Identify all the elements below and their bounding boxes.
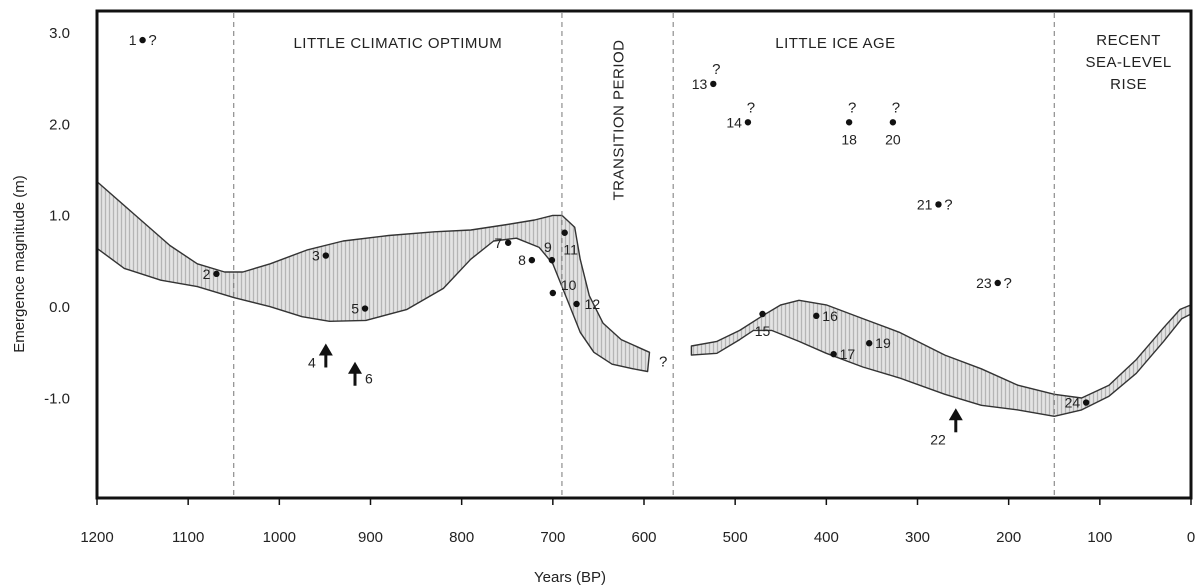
plot-frame [95, 9, 1193, 500]
x-tick-label: 900 [358, 529, 383, 546]
x-tick-label: 1200 [80, 529, 113, 546]
uncertain-marker: ? [148, 32, 156, 49]
data-point-3 [322, 252, 330, 259]
uncertain-marker: ? [1004, 275, 1012, 292]
data-point-label-9: 9 [544, 239, 552, 255]
gap-question-marker: ? [659, 353, 667, 370]
data-point-label-12: 12 [585, 296, 601, 312]
period-label-transition: TRANSITION PERIOD [611, 39, 628, 200]
x-tick-label: 400 [814, 529, 839, 546]
x-tick-label: 1000 [263, 529, 296, 546]
data-point-label-2: 2 [203, 266, 211, 282]
data-point-7 [504, 239, 512, 246]
data-point-20 [889, 119, 897, 126]
data-point-13 [710, 80, 717, 88]
data-point-14 [744, 119, 752, 126]
data-point-label-14: 14 [726, 114, 742, 130]
data-point-17 [830, 350, 837, 358]
data-arrows: 4 6 22? [308, 343, 963, 447]
data-point-label-11: 11 [563, 242, 578, 258]
arrow-label-6: 6 [365, 371, 373, 387]
y-tick-label: 0.0 [49, 299, 70, 316]
data-point-label-18: 18 [841, 131, 857, 147]
data-point-label-24: 24 [1065, 395, 1081, 411]
y-axis-ticks: 3.0 2.0 1.0 0.0 -1.0 [44, 25, 70, 407]
x-tick-label: 1100 [172, 529, 204, 546]
data-point-label-7: 7 [494, 235, 502, 251]
uncertain-marker: ? [892, 99, 900, 116]
period-label-line: RECENT [1096, 32, 1161, 49]
data-point-label-3: 3 [312, 248, 320, 264]
arrow-head-4 [318, 343, 333, 356]
x-tick-label: 700 [540, 529, 565, 546]
data-point-12 [573, 300, 580, 308]
x-tick-label: 500 [723, 529, 748, 546]
data-point-label-10: 10 [561, 277, 577, 293]
data-point-15 [759, 310, 766, 318]
data-point-11 [561, 229, 568, 236]
period-label-line: SEA-LEVEL [1086, 54, 1172, 71]
data-point-19 [865, 340, 873, 347]
data-point-2 [213, 270, 220, 278]
x-axis-label: Years (BP) [534, 569, 606, 586]
data-point-label-17: 17 [840, 346, 856, 362]
uncertain-marker: ? [848, 99, 856, 116]
y-tick-label: -1.0 [44, 390, 70, 407]
data-point-5 [361, 305, 369, 312]
data-point-label-5: 5 [351, 301, 359, 317]
x-tick-label: 600 [631, 529, 656, 546]
arrow-head-6 [348, 361, 363, 374]
data-point-23 [994, 279, 1001, 287]
x-tick-label: 300 [905, 529, 930, 546]
data-point-9 [548, 256, 556, 264]
period-label-2: LITTLE ICE AGE [775, 35, 895, 52]
data-point-label-1: 1 [129, 32, 137, 48]
period-label-line: RISE [1110, 76, 1147, 93]
data-point-16 [813, 312, 820, 320]
data-point-21 [935, 201, 942, 208]
data-point-label-8: 8 [518, 252, 526, 268]
confidence-band-1 [96, 180, 651, 373]
x-tick-label: 200 [996, 529, 1021, 546]
x-tick-label: 800 [449, 529, 474, 546]
period-label-0: LITTLE CLIMATIC OPTIMUM [293, 35, 502, 52]
arrow-label-22: 22 [930, 431, 946, 447]
y-axis-label: Emergence magnitude (m) [11, 175, 28, 353]
x-axis-ticks: 1200 1100 1000 900 800 700 600 500 400 300 200 100 0 [80, 498, 1195, 546]
uncertain-marker: ? [747, 99, 755, 116]
data-point-label-20: 20 [885, 131, 901, 147]
data-point-1 [139, 36, 146, 44]
y-tick-label: 3.0 [49, 25, 70, 42]
data-point-label-21: 21 [917, 196, 933, 212]
data-point-8 [528, 256, 536, 264]
uncertain-marker: ? [944, 196, 952, 213]
period-label-recent: RECENT SEA-LEVEL RISE [1086, 32, 1172, 93]
y-tick-label: 1.0 [49, 208, 70, 225]
arrow-label-4: 4 [308, 354, 316, 370]
data-point-label-15: 15 [755, 323, 771, 339]
data-point-18 [845, 119, 853, 126]
uncertain-marker: ? [712, 61, 720, 78]
confidence-band-group [96, 180, 1192, 417]
data-point-label-16: 16 [822, 308, 838, 324]
data-point-label-13: 13 [692, 76, 708, 92]
data-point-24 [1082, 399, 1090, 406]
arrow-head-22 [948, 408, 963, 421]
data-point-label-23: 23 [976, 275, 992, 291]
y-tick-label: 2.0 [49, 116, 70, 133]
x-tick-label: 100 [1087, 529, 1112, 546]
x-tick-label: 0 [1187, 529, 1195, 546]
period-labels: LITTLE CLIMATIC OPTIMUM TRANSITION PERIOD… [293, 32, 1171, 201]
confidence-band-2 [690, 299, 1192, 417]
data-point-10 [549, 289, 557, 297]
data-point-label-19: 19 [875, 335, 891, 351]
